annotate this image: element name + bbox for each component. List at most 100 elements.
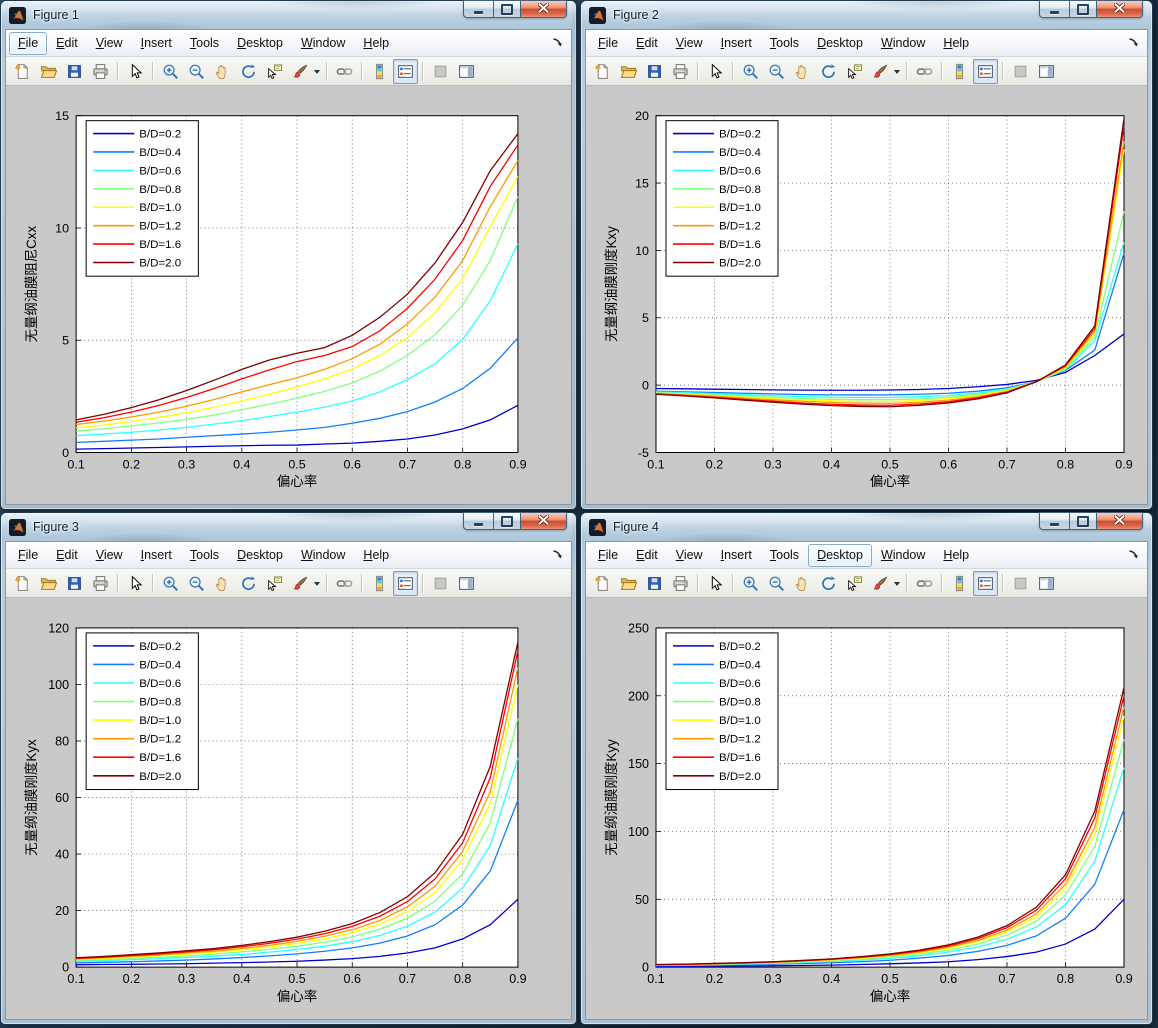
insert-colorbar-button[interactable] [947,59,972,84]
brush-dropdown-arrow[interactable] [894,582,900,586]
menu-item-edit[interactable]: Edit [56,35,78,50]
link-plots-button[interactable] [912,571,937,596]
menu-item-tools[interactable]: Tools [769,547,800,562]
arrow-cursor-button[interactable] [123,59,148,84]
brush-dropdown-arrow[interactable] [894,70,900,74]
brush-data-button[interactable] [868,571,893,596]
title-bar[interactable]: Figure 3 [1,512,576,541]
insert-legend-button[interactable] [393,58,418,84]
new-file-button[interactable] [10,59,35,84]
open-file-button[interactable] [36,571,61,596]
show-plot-tools-button[interactable] [1034,59,1059,84]
hide-plot-tools-button[interactable] [428,571,453,596]
menu-item-tools[interactable]: Tools [769,35,800,50]
legend[interactable]: B/D=0.2 B/D=0.4 B/D=0.6 B/D=0.8 B/D=1.0 B/D=1… [665,120,779,277]
hide-plot-tools-button[interactable] [1008,571,1033,596]
pan-hand-button[interactable] [210,59,235,84]
show-plot-tools-button[interactable] [454,59,479,84]
menu-item-help[interactable]: Help [363,35,390,50]
close-button[interactable] [521,512,567,530]
maximize-button[interactable] [493,512,521,530]
link-plots-button[interactable] [332,59,357,84]
new-file-button[interactable] [590,59,615,84]
new-file-button[interactable] [590,571,615,596]
arrow-cursor-button[interactable] [703,59,728,84]
menu-item-help[interactable]: Help [943,547,970,562]
menu-item-view[interactable]: View [675,35,703,50]
insert-legend-button[interactable] [973,570,998,596]
open-file-button[interactable] [616,59,641,84]
save-figure-button[interactable] [642,59,667,84]
menu-item-file[interactable]: File [598,547,619,562]
menu-item-file[interactable]: File [9,31,48,55]
maximize-button[interactable] [1069,512,1097,530]
menu-item-view[interactable]: View [95,547,123,562]
minimize-button[interactable] [463,0,493,18]
menu-item-view[interactable]: View [95,35,123,50]
zoom-out-button[interactable] [184,571,209,596]
menu-item-desktop[interactable]: Desktop [817,35,863,50]
brush-data-button[interactable] [868,59,893,84]
menu-overflow-arrow[interactable] [551,548,565,562]
zoom-in-button[interactable] [738,59,763,84]
close-button[interactable] [1097,512,1143,530]
minimize-button[interactable] [1039,0,1069,18]
save-figure-button[interactable] [62,59,87,84]
maximize-button[interactable] [493,0,521,18]
brush-data-button[interactable] [288,59,313,84]
menu-item-edit[interactable]: Edit [636,547,658,562]
pan-hand-button[interactable] [790,571,815,596]
menu-item-insert[interactable]: Insert [720,547,752,562]
zoom-in-button[interactable] [158,571,183,596]
print-figure-button[interactable] [88,571,113,596]
menu-item-window[interactable]: Window [880,35,926,50]
zoom-out-button[interactable] [764,571,789,596]
menu-item-tools[interactable]: Tools [189,35,220,50]
legend[interactable]: B/D=0.2 B/D=0.4 B/D=0.6 B/D=0.8 B/D=1.0 B/D=1… [665,632,779,791]
menu-item-desktop[interactable]: Desktop [808,543,872,567]
hide-plot-tools-button[interactable] [1008,59,1033,84]
open-file-button[interactable] [36,59,61,84]
insert-legend-button[interactable] [393,570,418,596]
show-plot-tools-button[interactable] [1034,571,1059,596]
zoom-out-button[interactable] [764,59,789,84]
minimize-button[interactable] [463,512,493,530]
legend[interactable]: B/D=0.2 B/D=0.4 B/D=0.6 B/D=0.8 B/D=1.0 B/D=1… [85,120,199,277]
print-figure-button[interactable] [88,59,113,84]
menu-item-insert[interactable]: Insert [140,547,172,562]
open-file-button[interactable] [616,571,641,596]
maximize-button[interactable] [1069,0,1097,18]
save-figure-button[interactable] [62,571,87,596]
menu-item-file[interactable]: File [18,547,39,562]
link-plots-button[interactable] [912,59,937,84]
close-button[interactable] [1097,0,1143,18]
pan-hand-button[interactable] [210,571,235,596]
insert-colorbar-button[interactable] [367,59,392,84]
link-plots-button[interactable] [332,571,357,596]
menu-item-help[interactable]: Help [943,35,970,50]
menu-item-window[interactable]: Window [880,547,926,562]
menu-item-insert[interactable]: Insert [140,35,172,50]
menu-item-help[interactable]: Help [363,547,390,562]
menu-item-desktop[interactable]: Desktop [237,35,283,50]
data-cursor-button[interactable] [262,571,287,596]
data-cursor-button[interactable] [262,59,287,84]
arrow-cursor-button[interactable] [703,571,728,596]
menu-item-file[interactable]: File [598,35,619,50]
menu-item-window[interactable]: Window [300,35,346,50]
insert-legend-button[interactable] [973,58,998,84]
close-button[interactable] [521,0,567,18]
zoom-out-button[interactable] [184,59,209,84]
menu-item-view[interactable]: View [675,547,703,562]
minimize-button[interactable] [1039,512,1069,530]
title-bar[interactable]: Figure 4 [581,512,1152,541]
title-bar[interactable]: Figure 1 [1,0,576,29]
data-cursor-button[interactable] [842,59,867,84]
print-figure-button[interactable] [668,571,693,596]
menu-overflow-arrow[interactable] [1127,36,1141,50]
hide-plot-tools-button[interactable] [428,59,453,84]
data-cursor-button[interactable] [842,571,867,596]
insert-colorbar-button[interactable] [947,571,972,596]
insert-colorbar-button[interactable] [367,571,392,596]
menu-item-edit[interactable]: Edit [636,35,658,50]
